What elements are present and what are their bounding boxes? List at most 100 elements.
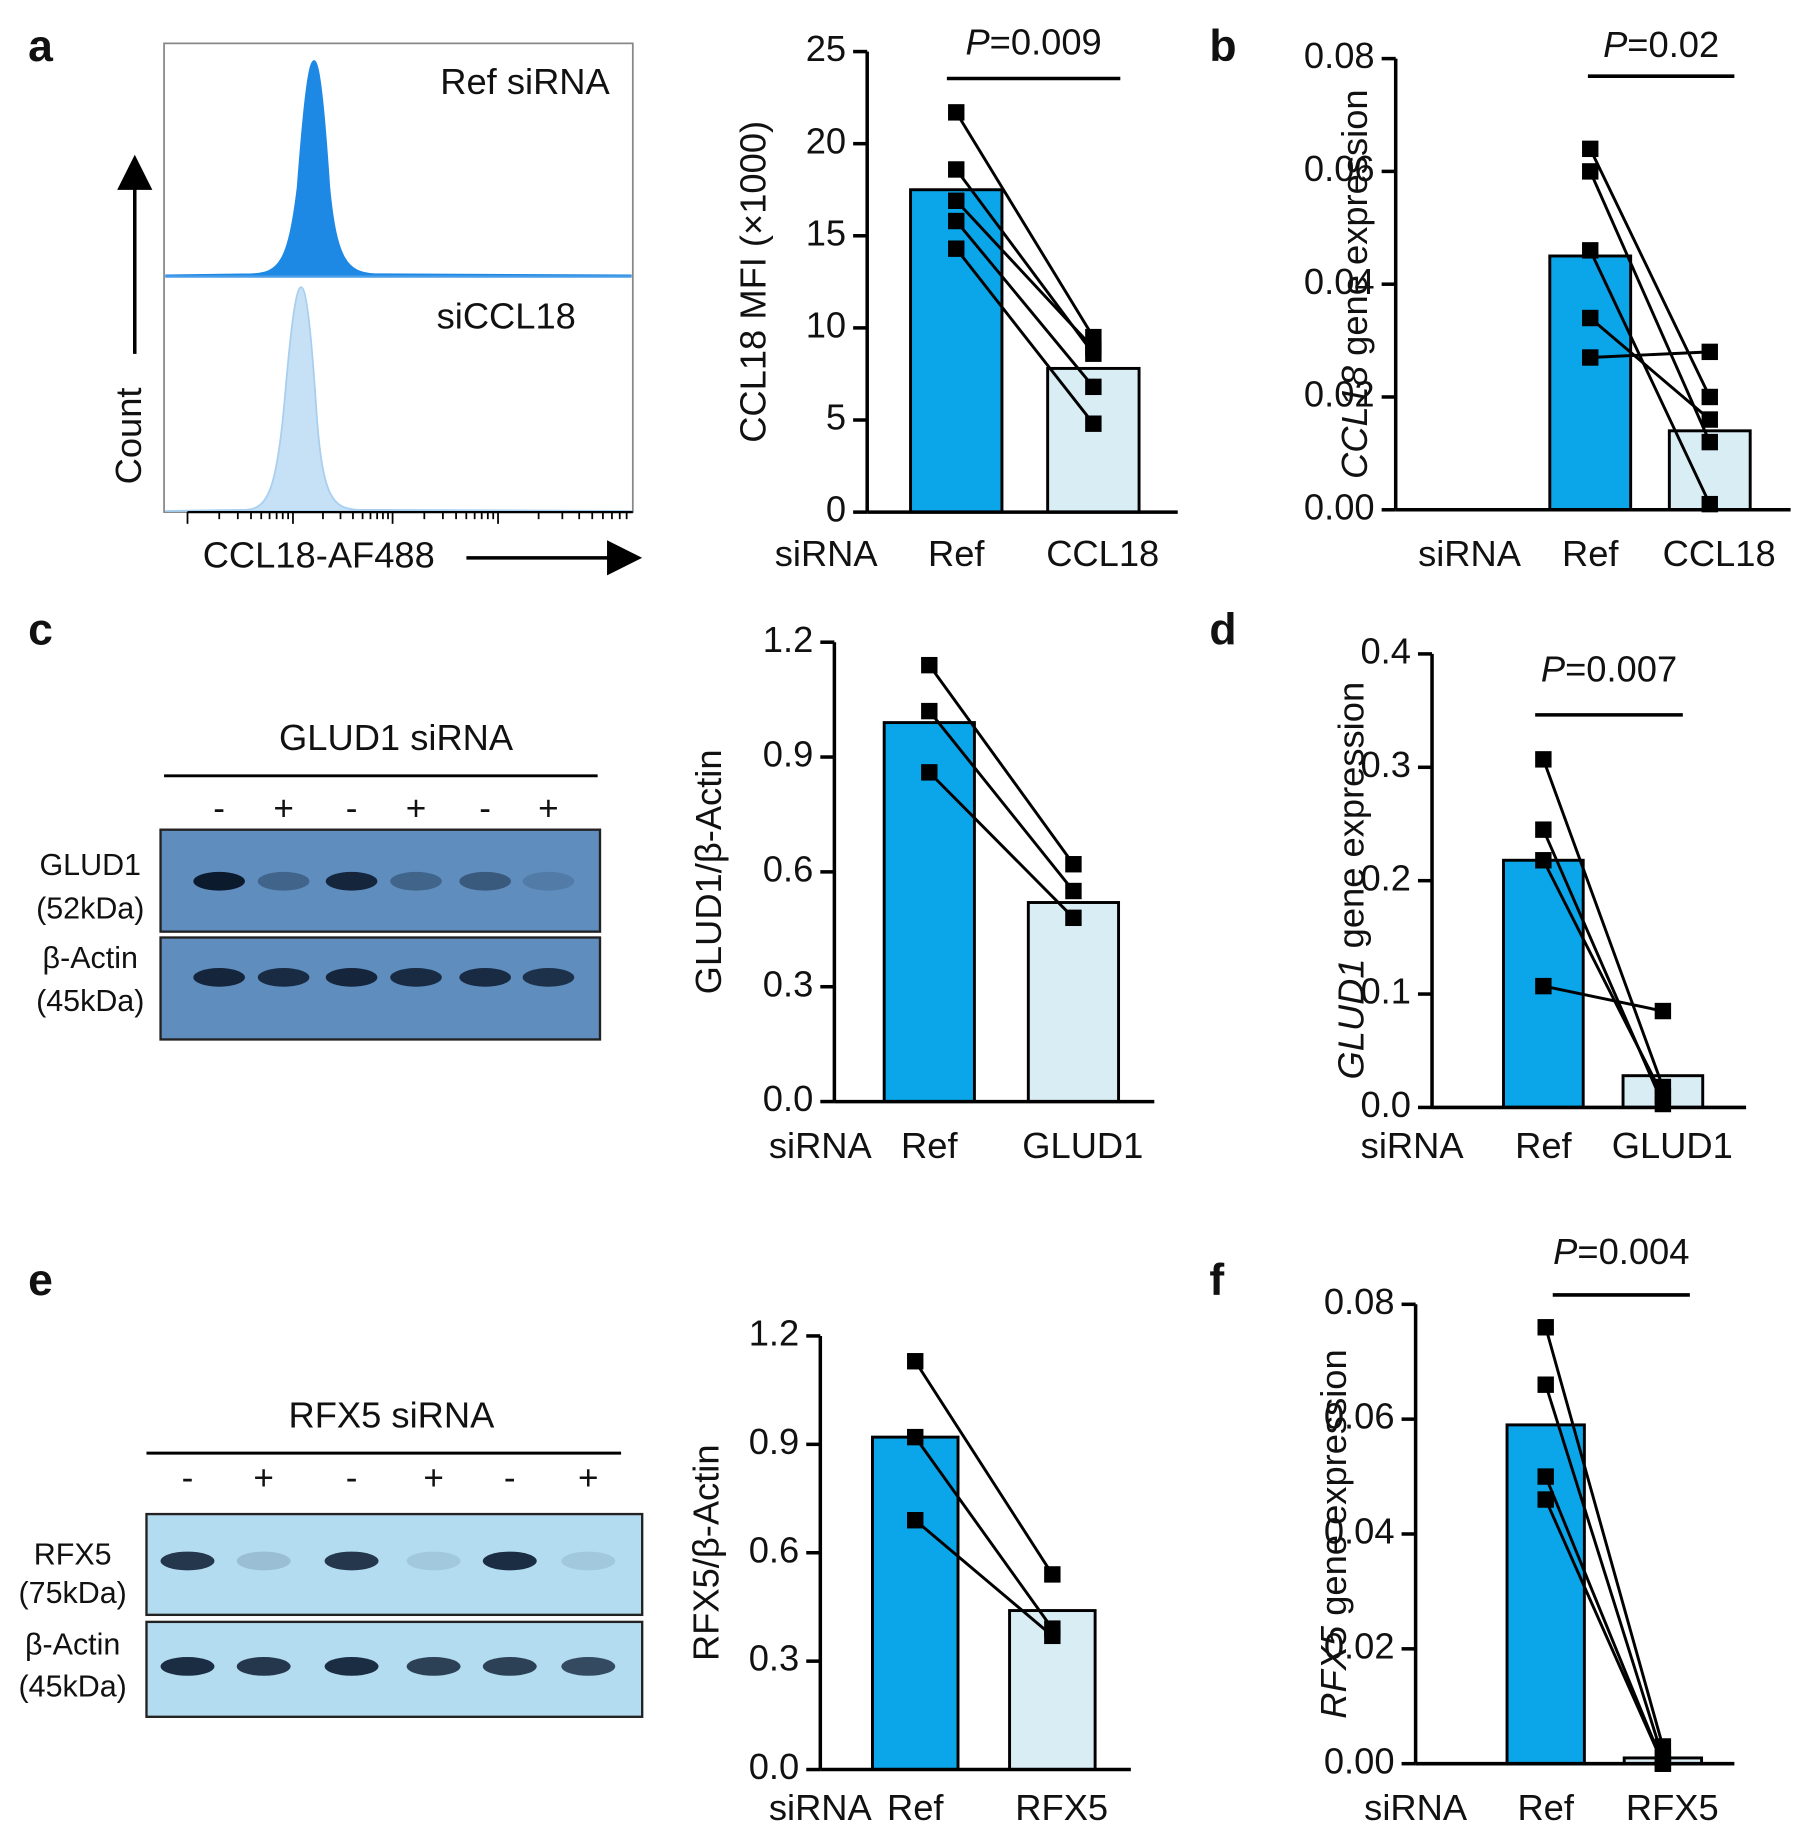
point [948,192,965,209]
band [459,967,511,987]
y-tick-label: 5 [826,397,846,438]
point [1582,349,1599,366]
point [1537,1491,1554,1508]
row-label: β-Actin [25,1628,120,1662]
y-tick-label: 0.9 [763,734,813,775]
band [406,1551,461,1571]
pair-line [914,1519,1054,1637]
x-prefix: siRNA [1418,533,1522,574]
bar [909,188,1004,514]
band [325,967,378,987]
y-tick-label: 1.2 [763,619,813,660]
band [257,871,310,891]
y-axis-label: CCL18 gene expression [1334,89,1375,479]
x-prefix: siRNA [1361,1125,1465,1166]
y-tick-label: 0.3 [763,963,813,1004]
point [1065,856,1082,873]
pair-line [1544,1384,1665,1759]
p-value: P=0.009 [965,21,1101,62]
pair-line [1544,1498,1665,1765]
x-tick-label: Ref [887,1787,944,1828]
row-label: β-Actin [43,941,138,975]
panel-letter: c [28,606,53,655]
band [390,871,442,891]
y-tick-label: 10 [806,304,846,345]
y-label-part: gene expression [1334,89,1375,366]
p-value: P=0.004 [1553,1231,1689,1272]
pair-line [928,771,1075,919]
y-tick-label: 15 [806,212,846,253]
x-tick-label: Ref [928,533,985,574]
lane-sign: - [346,789,358,828]
blot-title: RFX5 siRNA [289,1395,496,1436]
blot-strip [145,1512,644,1617]
lane-sign: - [346,1458,358,1497]
point [1085,339,1102,357]
point [1535,751,1552,768]
point [1582,163,1599,180]
y-tick-label: 0.00 [1304,486,1375,527]
y-tick-label: 0.0 [763,1078,813,1119]
y-label-part: gene expression [1330,682,1371,959]
y-tick-label: 0.06 [1324,1396,1395,1437]
x-tick-label: Ref [1515,1125,1572,1166]
y-tick-label: 1.2 [749,1313,799,1354]
y-tick-label: 0 [826,489,846,530]
panel-letter: f [1209,1256,1224,1305]
p-value-part: P [1541,648,1565,689]
pair-line [1542,859,1665,1097]
p-value-part: =0.009 [990,21,1102,62]
western-blot: RFX5 siRNA RFX5 (75kDa) β-Actin (45kDa) … [19,1395,644,1718]
point [948,240,965,257]
bar [882,721,976,1104]
point [1654,1002,1672,1020]
band [324,1551,379,1571]
flow-histogram: Ref siRNA siCCL18 Count CCL18-AF488 [108,42,643,575]
point [1701,433,1718,451]
x-tick-label: RFX5 [1015,1787,1108,1828]
y-tick-label: 0.02 [1304,374,1375,415]
y-tick-label: 0.4 [1360,631,1410,672]
ref-curve [165,60,632,277]
y-tick-label: 0.08 [1324,1281,1395,1322]
p-value-part: =0.004 [1577,1231,1689,1272]
y-tick-label: 0.00 [1324,1740,1395,1781]
band [459,871,511,891]
x-prefix: siRNA [769,1787,873,1828]
pair-line [1589,316,1711,421]
panel-letter: b [1209,22,1236,71]
y-label-part: CCL18 [1334,366,1375,479]
point [921,702,938,720]
point [1537,1376,1554,1393]
x-tick-label: GLUD1 [1022,1125,1143,1166]
p-value-part: =0.02 [1627,23,1719,64]
y-tick-label: 0.3 [749,1638,799,1679]
sample-label: Ref siRNA [440,61,610,102]
pair-line [1590,350,1710,359]
band [160,1551,215,1571]
row-label: RFX5 [34,1537,112,1571]
point [907,1353,924,1370]
pair-line [914,1436,1054,1630]
x-prefix: siRNA [769,1125,873,1166]
point [1582,309,1599,327]
blot-strip [159,936,602,1041]
y-tick-label: 0.3 [1360,744,1410,785]
point [1582,242,1599,259]
row-size: (45kDa) [19,1670,127,1704]
y-axis-label: CCL18 MFI (×1000) [732,121,773,443]
pair-line [1541,758,1665,1088]
band [324,1657,379,1676]
pair-line [955,199,1095,350]
flow-ticks [186,512,628,524]
point [1065,909,1082,927]
y-tick-label: 0.0 [1360,1084,1410,1125]
lane-sign: + [406,789,427,828]
y-axis-label: GLUD1 gene expression [1330,682,1371,1080]
x-tick-label: Ref [1517,1787,1574,1828]
lane-sign: - [213,789,225,828]
row-label: GLUD1 [39,848,141,882]
x-prefix: siRNA [1364,1787,1468,1828]
